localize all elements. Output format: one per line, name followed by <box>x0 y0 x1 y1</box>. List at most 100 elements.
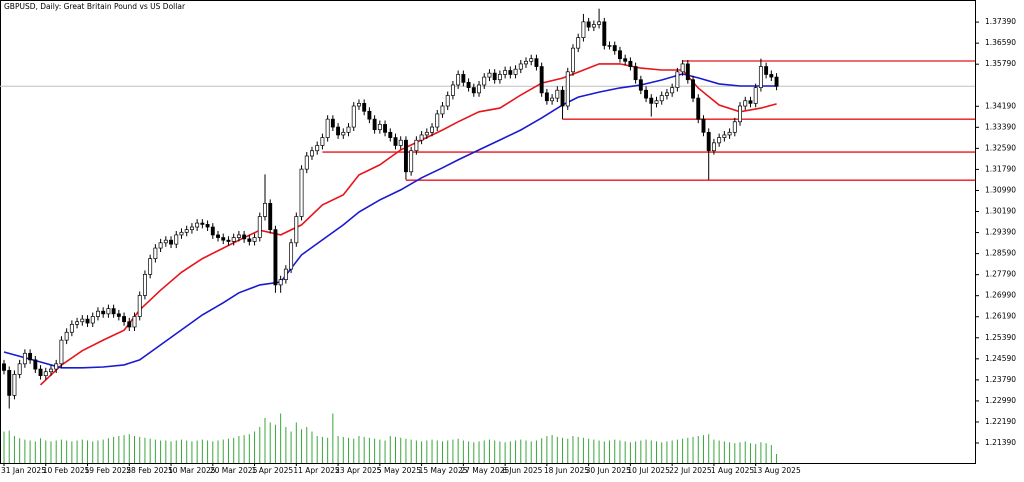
candle-body <box>644 89 649 99</box>
candle-body <box>534 58 539 67</box>
volume-bar <box>624 441 626 463</box>
volume-bar <box>483 440 485 463</box>
volume-bar <box>170 441 172 463</box>
volume-bar <box>81 439 83 463</box>
volume-bar <box>457 438 459 463</box>
x-tick-label: 15 May 2025 <box>419 466 468 475</box>
candle-body <box>753 87 758 104</box>
volume-bar <box>734 443 736 463</box>
volume-bar <box>149 438 151 463</box>
volume-bar <box>468 441 470 463</box>
candle-body <box>116 313 121 317</box>
volume-bar <box>8 430 10 463</box>
candle-body <box>179 231 184 236</box>
candle-body <box>273 229 278 286</box>
candle-body <box>75 321 80 325</box>
volume-bar <box>19 438 21 463</box>
volume-bar <box>274 424 276 463</box>
volume-bar <box>160 440 162 463</box>
candle-body <box>571 47 575 73</box>
candle-body <box>216 234 220 238</box>
x-tick-label: 10 Mar 2025 <box>168 466 216 475</box>
candle-body <box>101 310 106 315</box>
volume-bar <box>744 441 746 463</box>
volume-bar <box>640 440 642 463</box>
candle-body <box>257 216 262 238</box>
candle-body <box>503 70 508 75</box>
candle-body <box>315 145 320 152</box>
candle-body <box>706 131 711 152</box>
candle-body <box>122 316 127 323</box>
volume-bar <box>353 438 355 463</box>
candle-body <box>289 242 294 270</box>
volume-bar <box>520 439 522 463</box>
volume-bar <box>702 435 704 463</box>
volume-bar <box>629 442 631 463</box>
volume-bar <box>478 441 480 463</box>
volume-bar <box>45 440 47 463</box>
candle-body <box>445 95 450 107</box>
candle-body <box>17 363 22 375</box>
volume-bar <box>13 436 15 463</box>
volume-bar <box>76 440 78 463</box>
candle-body <box>22 352 27 365</box>
candle-body <box>205 224 210 228</box>
candle-body <box>153 247 158 259</box>
candle-body <box>174 234 179 245</box>
volume-bar <box>332 413 334 463</box>
candle-body <box>581 21 586 38</box>
candle-body <box>398 139 403 146</box>
candle-body <box>362 103 367 112</box>
candle-body <box>524 60 528 65</box>
x-tick-label: 1 Apr 2025 <box>252 466 294 475</box>
volume-bar <box>113 436 115 463</box>
candle-body <box>80 318 85 323</box>
candle-body <box>388 131 393 138</box>
volume-bar <box>541 438 543 463</box>
candle-body <box>471 87 476 94</box>
volume-bar <box>389 436 391 463</box>
volume-bar <box>431 439 433 463</box>
candle-body <box>576 37 581 49</box>
candle-body <box>320 137 325 146</box>
volume-bar <box>311 431 313 463</box>
candle-body <box>169 239 173 245</box>
candle-body <box>435 113 440 128</box>
candle-body <box>268 203 273 231</box>
volume-bar <box>515 440 517 463</box>
volume-bar <box>196 440 198 463</box>
volume-bar <box>259 427 261 463</box>
candle-body <box>628 60 633 67</box>
candle-body <box>748 100 753 104</box>
volume-bar <box>609 440 611 463</box>
volume-bar <box>97 440 99 463</box>
candle-body <box>28 352 33 361</box>
candle-body <box>466 81 471 88</box>
volume-bar <box>306 427 308 463</box>
candle-body <box>158 242 163 249</box>
volume-bar <box>348 437 350 463</box>
volume-bar <box>3 431 5 463</box>
volume-bar <box>687 437 689 463</box>
volume-bar <box>619 440 621 463</box>
candle-body <box>565 71 570 107</box>
volume-bar <box>191 441 193 463</box>
candle-body <box>43 371 48 377</box>
candle-body <box>685 63 690 81</box>
y-tick-label: 1.35790 <box>985 59 1016 68</box>
volume-bar <box>400 437 402 463</box>
volume-bar <box>760 442 762 463</box>
volume-bar <box>650 440 652 463</box>
y-tick-label: 1.30990 <box>985 185 1016 194</box>
candle-body <box>424 131 429 136</box>
candle-body <box>132 316 137 328</box>
x-tick-label: 31 Jan 2025 <box>1 466 46 475</box>
volume-bar <box>593 439 595 463</box>
candle-body <box>544 92 549 102</box>
volume-bar <box>118 436 120 463</box>
candle-body <box>456 74 461 86</box>
volume-bar <box>572 436 574 463</box>
volume-bar <box>201 439 203 463</box>
candle-body <box>231 237 236 242</box>
